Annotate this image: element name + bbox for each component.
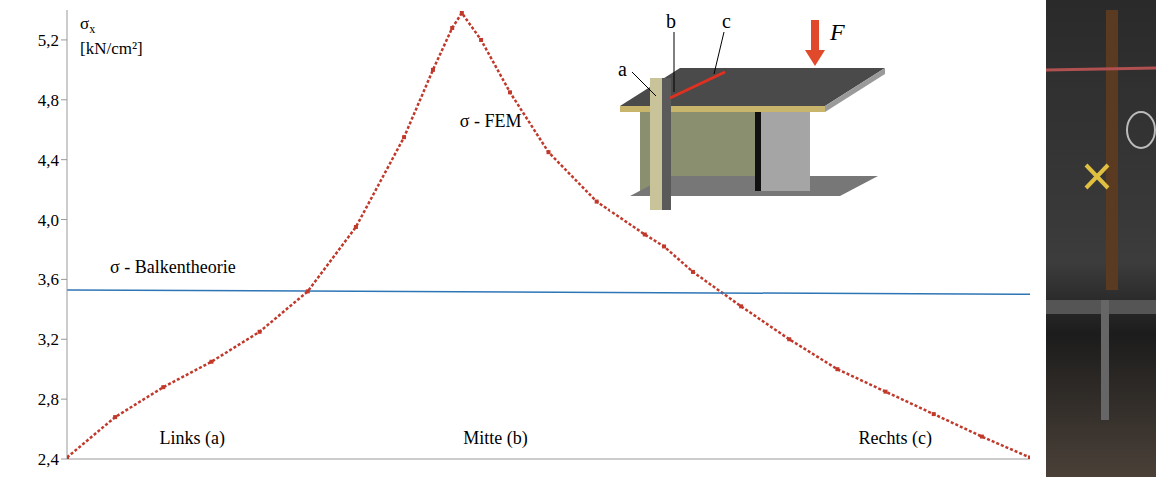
svg-text:4,8: 4,8 bbox=[38, 91, 59, 110]
html-text:σx: σx bbox=[80, 14, 96, 37]
svg-text:Rechts (c): Rechts (c) bbox=[858, 428, 931, 449]
svg-text:F: F bbox=[829, 19, 845, 45]
svg-text:σ - FEM: σ - FEM bbox=[460, 111, 522, 131]
svg-text:b: b bbox=[666, 10, 676, 32]
svg-text:4,4: 4,4 bbox=[38, 151, 60, 170]
svg-text:Mitte (b): Mitte (b) bbox=[463, 428, 528, 449]
svg-text:σ - Balkentheorie: σ - Balkentheorie bbox=[110, 257, 236, 277]
html-text:[kN/cm²]: [kN/cm²] bbox=[80, 39, 143, 59]
svg-text:a: a bbox=[618, 58, 627, 80]
svg-text:5,2: 5,2 bbox=[38, 31, 59, 50]
svg-text:3,2: 3,2 bbox=[38, 330, 59, 349]
svg-text:c: c bbox=[722, 10, 731, 32]
svg-text:2,4: 2,4 bbox=[38, 450, 60, 469]
svg-text:2,8: 2,8 bbox=[38, 390, 59, 409]
svg-text:3,6: 3,6 bbox=[38, 270, 59, 289]
svg-text:Links (a): Links (a) bbox=[159, 428, 224, 449]
svg-text:4,0: 4,0 bbox=[38, 211, 59, 230]
